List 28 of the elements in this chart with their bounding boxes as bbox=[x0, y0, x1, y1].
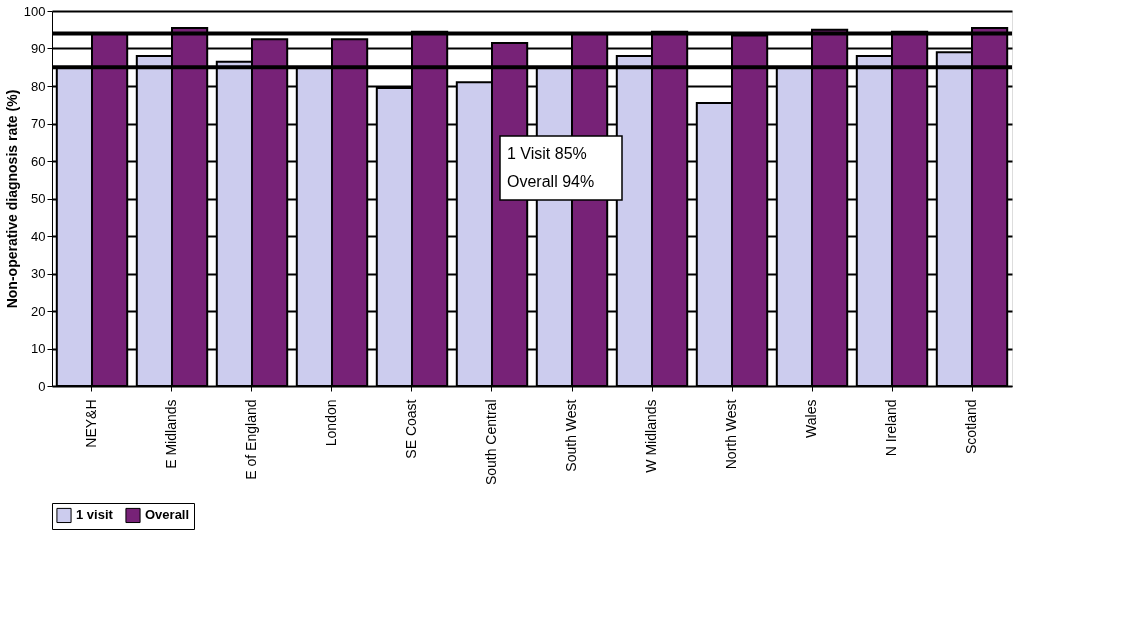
y-tick-label: 90 bbox=[31, 41, 46, 56]
x-tick-label: Wales bbox=[803, 399, 819, 438]
x-tick-label: W Midlands bbox=[643, 399, 659, 473]
y-tick-label: 30 bbox=[31, 266, 46, 281]
y-tick-label: 100 bbox=[23, 3, 46, 19]
x-tick-label: Scotland bbox=[963, 399, 979, 454]
x-tick-label: E Midlands bbox=[163, 399, 179, 469]
y-tick-label: 0 bbox=[38, 378, 46, 394]
x-tick-label: E of England bbox=[243, 399, 259, 480]
x-tick-label: SE Coast bbox=[403, 399, 419, 459]
legend-label: 1 visit bbox=[76, 507, 114, 523]
y-tick-label: 80 bbox=[31, 78, 46, 94]
y-tick-label: 50 bbox=[31, 191, 46, 206]
x-tick-label: North West bbox=[723, 399, 739, 470]
y-tick-label: 10 bbox=[31, 341, 46, 356]
y-tick-label: 40 bbox=[31, 228, 46, 244]
y-tick-label: 60 bbox=[31, 153, 46, 169]
y-tick-label: 70 bbox=[31, 116, 46, 131]
annotation: 1 Visit 85% bbox=[507, 145, 587, 162]
y-tick-label: 20 bbox=[31, 303, 46, 319]
x-tick-label: South West bbox=[563, 399, 579, 472]
x-tick-label: NEY&H bbox=[83, 399, 99, 448]
x-tick-label: London bbox=[323, 399, 339, 447]
x-tick-label: South Central bbox=[483, 399, 499, 486]
y-axis-title: Non-operative diagnosis rate (%) bbox=[3, 89, 20, 309]
legend-label: Overall bbox=[145, 507, 190, 523]
annotation: Overall 94% bbox=[507, 173, 595, 190]
x-tick-label: N Ireland bbox=[883, 399, 899, 457]
